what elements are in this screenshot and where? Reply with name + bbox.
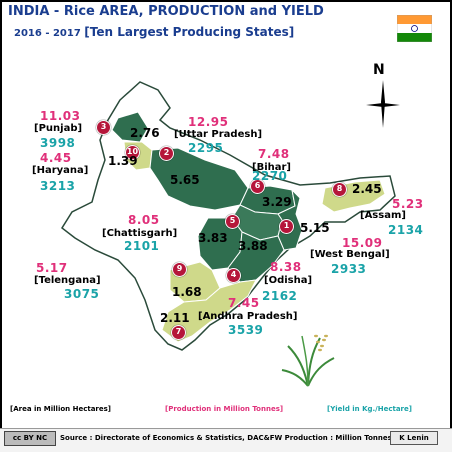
production-assam: 5.23 (392, 197, 424, 211)
area-assam: 2.45 (352, 182, 382, 196)
area-andhra-pradesh: 2.11 (160, 311, 190, 325)
production-haryana: 4.45 (40, 151, 72, 165)
state-name-odisha: [Odisha] (264, 275, 313, 286)
area-west-bengal: 5.15 (300, 221, 330, 235)
yield-haryana: 3213 (40, 179, 76, 193)
production-west-bengal: 15.09 (342, 236, 383, 250)
yield-chattisgarh: 2101 (124, 239, 160, 253)
state-name-punjab: [Punjab] (34, 123, 83, 134)
footer-bar (0, 428, 452, 452)
map-title: INDIA - Rice AREA, PRODUCTION and YIELD (8, 4, 324, 19)
map-subtitle: 2016 - 2017 [Ten Largest Producing State… (14, 25, 294, 39)
yield-uttar-pradesh: 2295 (188, 141, 224, 155)
production-bihar: 7.48 (258, 147, 290, 161)
state-name-andhra-pradesh: [Andhra Pradesh] (198, 311, 298, 322)
compass-icon (366, 80, 400, 128)
area-telengana: 1.68 (172, 285, 202, 299)
rank-marker-uttar-pradesh: 2 (159, 146, 174, 161)
production-punjab: 11.03 (40, 109, 81, 123)
yield-west-bengal: 2933 (331, 262, 367, 276)
production-odisha: 8.38 (270, 260, 302, 274)
rank-marker-bihar: 6 (250, 179, 265, 194)
area-odisha: 3.88 (238, 239, 268, 253)
state-name-chattisgarh: [Chattisgarh] (102, 228, 178, 239)
author-credit: K Lenin (390, 431, 438, 445)
region-andhra-pradesh (161, 279, 257, 343)
source-note: Source : Directorate of Economics & Stat… (60, 434, 392, 442)
production-andhra-pradesh: 7.45 (228, 296, 260, 310)
cc-license-badge: cc BY NC (4, 431, 56, 446)
rice-plant-icon (281, 334, 335, 387)
rank-marker-haryana: 10 (125, 145, 140, 160)
rank-marker-assam: 8 (332, 182, 347, 197)
rank-marker-chattisgarh: 5 (225, 214, 240, 229)
state-name-west-bengal: West Bengal (314, 249, 386, 260)
rank-marker-andhra-pradesh: 7 (171, 325, 186, 340)
yield-andhra-pradesh: 3539 (228, 323, 264, 337)
region-uttar-pradesh (149, 147, 249, 211)
area-chattisgarh: 3.83 (198, 231, 228, 245)
production-telengana: 5.17 (36, 261, 68, 275)
state-name-assam: [Assam] (360, 210, 406, 221)
yield-punjab: 3998 (40, 136, 76, 150)
rank-marker-punjab: 3 (96, 120, 111, 135)
area-uttar-pradesh: 5.65 (170, 173, 200, 187)
state-name-west-bengal-wrap: [West Bengal] (310, 249, 390, 260)
rank-marker-odisha: 4 (226, 268, 241, 283)
north-label: N (373, 62, 385, 78)
state-name-haryana: [Haryana] (32, 165, 89, 176)
yield-telengana: 3075 (64, 287, 100, 301)
state-name-uttar-pradesh: Uttar Pradesh (178, 129, 258, 140)
india-flag-icon (397, 15, 432, 42)
years-label: 2016 - 2017 (14, 28, 81, 39)
legend-production: [Production in Million Tonnes] (165, 405, 284, 413)
region-odisha (227, 231, 285, 283)
area-haryana: 1.39 (108, 154, 138, 168)
state-name-telengana: [Telengana] (34, 275, 101, 286)
subtitle-label: [Ten Largest Producing States] (84, 25, 295, 39)
legend-area: [Area in Million Hectares] (10, 405, 111, 413)
rank-marker-telengana: 9 (172, 262, 187, 277)
rank-marker-west-bengal: 1 (279, 219, 294, 234)
state-name-uttar-pradesh-wrap: [Uttar Pradesh] (174, 129, 263, 140)
production-uttar-pradesh: 12.95 (188, 115, 229, 129)
yield-assam: 2134 (388, 223, 424, 237)
area-bihar: 3.29 (262, 195, 292, 209)
state-name-bihar: [Bihar] (252, 162, 291, 173)
production-chattisgarh: 8.05 (128, 213, 160, 227)
area-punjab: 2.76 (130, 126, 160, 140)
legend-yield: [Yield in Kg./Hectare] (327, 405, 412, 413)
yield-bihar: 2270 (252, 169, 288, 183)
yield-odisha: 2162 (262, 289, 298, 303)
